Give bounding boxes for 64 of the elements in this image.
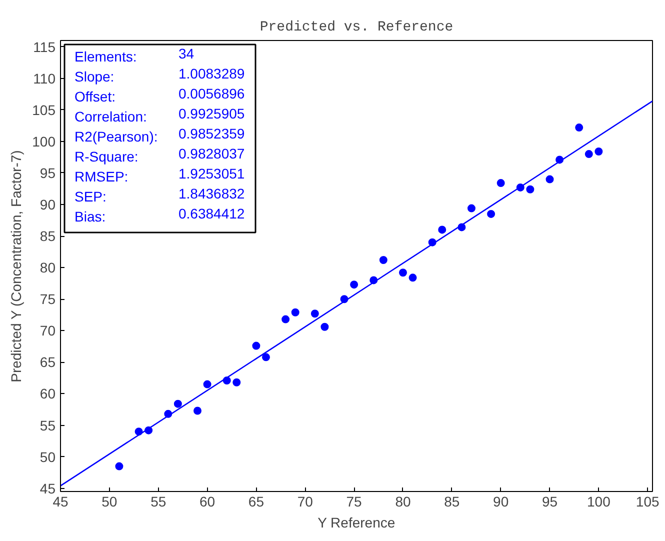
x-tick-label: 75	[346, 494, 362, 510]
y-axis-title: Predicted Y (Concentration, Factor-7)	[8, 150, 24, 382]
y-tick-label: 45	[40, 480, 56, 496]
x-tick-label: 85	[444, 494, 460, 510]
y-tick-label: 70	[40, 322, 56, 339]
point	[320, 322, 329, 331]
text: Bias: 0.6384412	[74, 206, 245, 224]
point	[203, 380, 212, 388]
text: R2(Pearson): 0.9852359	[74, 126, 245, 144]
point	[594, 148, 603, 156]
text: Slope: 1.0083289	[74, 66, 245, 84]
point	[115, 462, 124, 470]
point	[496, 179, 505, 188]
y-tick-label: 75	[40, 291, 56, 308]
x-axis-title: Y Reference	[318, 514, 396, 530]
text: SEP: 1.8436832	[74, 186, 245, 204]
point	[487, 210, 496, 218]
point	[526, 185, 534, 194]
y-tick-label: 55	[40, 417, 56, 434]
point	[438, 226, 446, 234]
y-tick-label: 90	[40, 196, 56, 212]
point	[262, 353, 270, 362]
point	[408, 274, 417, 282]
x-tick-label: 90	[493, 494, 509, 510]
text: Offset: 0.0056896	[74, 86, 245, 104]
x-tick-label: 70	[297, 494, 314, 510]
point	[291, 308, 300, 316]
text: Elements: 34	[74, 46, 194, 64]
point	[398, 268, 407, 277]
point	[282, 315, 290, 324]
x-tick-label: 105	[636, 494, 660, 510]
x-tick-label: 95	[542, 494, 558, 510]
point	[350, 280, 358, 289]
y-tick-label: 95	[40, 164, 56, 181]
y-tick-label: 80	[40, 260, 56, 276]
point	[174, 400, 182, 408]
x-tick-label: 45	[52, 494, 68, 510]
point	[575, 124, 584, 132]
point	[467, 204, 476, 212]
y-tick-label: 115	[33, 38, 56, 55]
point	[584, 150, 593, 158]
x-tick-label: 100	[587, 494, 611, 510]
y-tick-label: 85	[40, 228, 56, 244]
chart-title: Predicted vs. Reference	[260, 20, 454, 36]
x-tick-label: 50	[102, 494, 118, 510]
y-tick-label: 60	[40, 386, 56, 402]
text: R-Square: 0.9828037	[74, 146, 245, 164]
y-tick-label: 100	[32, 133, 56, 150]
point	[310, 310, 319, 318]
y-tick-label: 50	[40, 448, 56, 465]
y-tick-label: 105	[32, 102, 56, 118]
point	[546, 175, 554, 184]
text: RMSEP: 1.9253051	[74, 166, 245, 184]
x-tick-label: 80	[395, 494, 411, 510]
text: Correlation: 0.9925905	[74, 106, 245, 124]
y-tick-label: 65	[40, 354, 56, 370]
x-tick-label: 65	[248, 494, 264, 510]
y-tick-label: 110	[33, 70, 56, 86]
point	[379, 256, 388, 264]
x-tick-label: 55	[150, 494, 166, 510]
point	[232, 378, 241, 386]
point	[193, 406, 202, 415]
point	[252, 342, 260, 350]
x-tick-label: 60	[199, 494, 216, 510]
